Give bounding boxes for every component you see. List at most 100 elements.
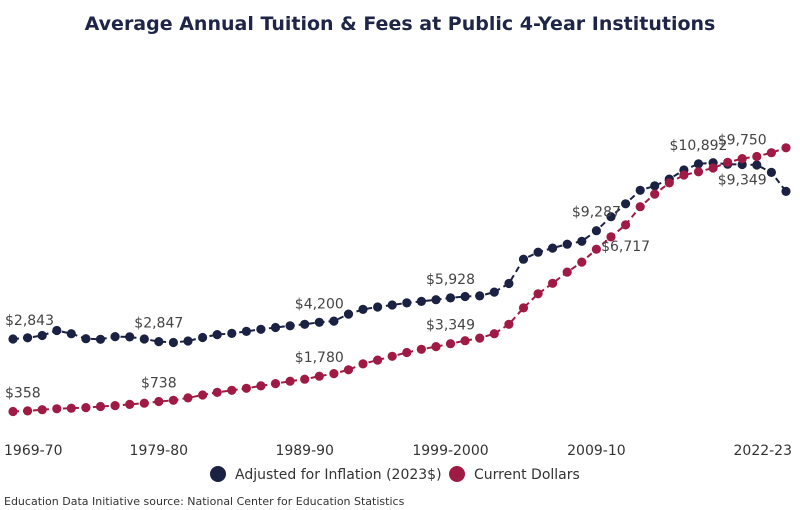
data-point [241,383,251,393]
x-tick-label: 2022-23 [734,443,793,459]
legend: Adjusted for Inflation (2023$) Current D… [210,466,580,483]
data-point [723,157,733,167]
data-point [23,406,33,416]
data-point [591,244,602,254]
data-point [241,326,251,336]
data-point [766,148,777,158]
data-point [373,302,383,312]
data-point [562,239,572,249]
data-point [431,295,441,305]
data-point [314,371,324,381]
data-point [606,232,616,242]
data-point [343,365,354,375]
data-point [81,334,91,344]
data-point [270,379,281,389]
x-tick-label: 1999-2000 [412,443,488,459]
data-point [416,344,426,354]
data-label: $1,780 [295,350,344,366]
data-label: $5,928 [426,272,475,288]
data-point [489,287,499,297]
data-point [416,296,426,306]
data-point [37,330,47,341]
data-point [533,289,543,299]
data-point [300,374,310,384]
data-point [168,395,178,405]
data-point [81,403,91,413]
x-tick-label: 1979-80 [130,443,189,459]
data-point [781,143,791,153]
data-point [562,267,572,277]
data-point [37,405,47,415]
data-point [212,330,222,340]
data-point [693,167,704,177]
data-point [577,257,587,267]
data-point [518,303,529,313]
data-point [621,220,631,230]
data-point [95,334,106,344]
data-point [708,163,718,173]
series-layer [8,143,791,417]
data-point [52,404,62,414]
data-point [125,332,135,342]
data-point [606,212,616,222]
data-point [329,316,339,326]
data-point [445,293,456,303]
data-point [533,247,543,257]
data-point [475,291,485,301]
data-point [212,387,222,397]
data-point [52,325,62,336]
x-tick-label: 1989-90 [275,443,334,459]
data-point [635,202,645,212]
data-point [781,186,791,196]
data-point [227,385,237,395]
data-point [387,300,397,310]
data-point [373,355,383,365]
data-point [752,160,762,170]
data-point [577,236,587,246]
data-label: $2,847 [134,316,183,332]
legend-label-current: Current Dollars [474,467,580,483]
x-axis: 1969-70 1979-80 1989-90 1999-2000 2009-10 202… [4,443,792,459]
data-point [635,185,645,195]
data-label: $6,717 [601,239,650,255]
data-point [445,339,456,349]
data-label: $3,349 [426,318,475,334]
legend-marker-inflation [210,466,226,482]
data-label: $738 [141,376,177,392]
data-point [270,322,281,333]
series-line-0 [12,161,787,344]
legend-marker-current [449,466,465,482]
data-point [591,226,602,236]
data-label: $4,200 [295,296,344,312]
data-point [343,309,354,319]
data-point [737,154,747,164]
data-point [256,381,266,391]
data-point [198,390,208,400]
data-point [621,199,631,209]
x-tick-label: 2009-10 [567,443,626,459]
data-point [752,151,762,162]
source-note: Education Data Initiative source: Nation… [4,495,405,508]
data-point [8,406,18,417]
data-point [358,359,368,369]
data-point [8,334,18,344]
data-labels: $2,843 $2,847 $4,200 $5,928 $9,287 $10,892 $35… [5,133,767,402]
data-point [548,243,558,253]
data-point [431,342,441,352]
series-1 [8,143,791,417]
data-point [504,278,514,289]
data-point [66,329,76,339]
legend-label-inflation: Adjusted for Inflation (2023$) [235,467,442,483]
data-point [95,401,106,412]
data-point [402,347,412,358]
data-point [23,333,33,343]
data-point [110,332,120,342]
data-point [548,278,558,288]
data-point [358,304,368,314]
data-point [402,298,412,308]
data-point [650,189,660,199]
chart-title: Average Annual Tuition & Fees at Public … [85,13,716,35]
data-point [664,178,674,188]
data-label: $9,750 [718,133,767,149]
